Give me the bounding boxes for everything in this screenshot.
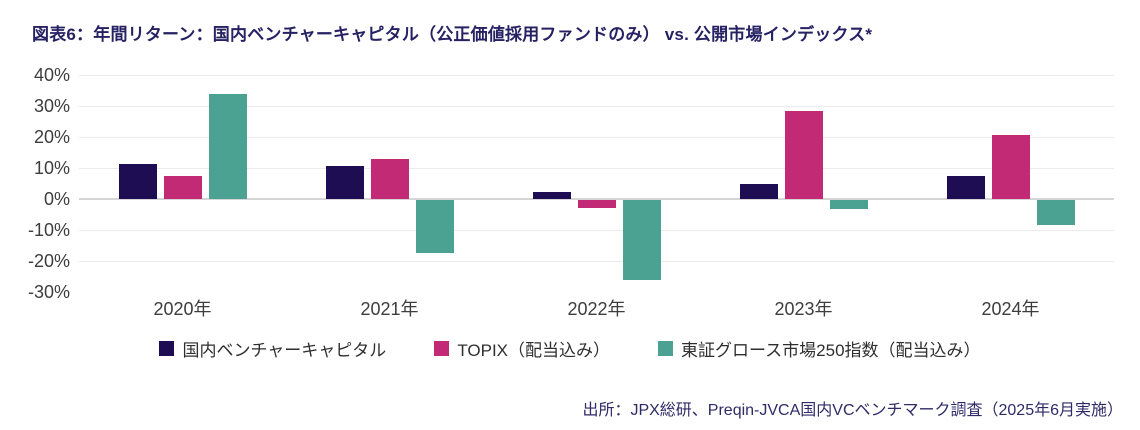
legend-label: 東証グロース市場250指数（配当込み） [681,340,981,360]
legend-swatch-icon [658,340,674,356]
bar-2020年-series-1 [163,176,202,199]
x-axis-label: 2023年 [774,299,833,319]
chart-title: 図表6：年間リターン：国内ベンチャーキャピタル（公正価値採用ファンドのみ） vs… [32,25,873,44]
bar-2021年-series-0 [325,166,364,199]
y-axis-tick-label: 40% [33,65,70,85]
y-axis-tick-label: -10% [27,220,70,240]
zero-gridline [79,198,1114,200]
bar-2021年-series-2 [415,200,454,253]
bar-2024年-series-0 [946,176,985,199]
legend-item-2: 東証グロース市場250指数（配当込み） [658,336,981,361]
legend-label: TOPIX（配当込み） [457,340,611,360]
bar-2023年-series-1 [784,110,823,199]
legend-label: 国内ベンチャーキャピタル [182,340,387,360]
y-axis-tick-label: 0% [43,189,70,209]
chart-legend: 国内ベンチャーキャピタル TOPIX（配当込み） 東証グロース市場250指数（配当込… [0,336,1140,361]
plot-area [79,75,1114,292]
bar-2022年-series-1 [577,200,616,209]
x-axis-label: 2024年 [981,299,1040,319]
bar-2022年-series-0 [532,192,571,199]
x-axis-label: 2020年 [153,299,212,319]
bar-2020年-series-0 [118,163,157,199]
bar-2020年-series-2 [208,93,247,199]
x-axis-label: 2021年 [360,299,419,319]
gridline [79,230,1114,231]
legend-item-0: 国内ベンチャーキャピタル [159,336,386,361]
legend-item-1: TOPIX（配当込み） [434,336,610,361]
legend-swatch-icon [159,340,175,356]
gridline [79,137,1114,138]
bar-2023年-series-2 [829,200,868,210]
gridline [79,168,1114,169]
y-axis-tick-label: 20% [33,127,70,147]
y-axis-tick-label: 10% [33,158,70,178]
y-axis-tick-label: -20% [27,251,70,271]
source-note: 出所：JPX総研、Preqin-JVCA国内VCベンチマーク調査（2025年6月… [582,402,1123,419]
bar-2024年-series-2 [1036,200,1075,225]
bar-2022年-series-2 [622,200,661,280]
legend-swatch-icon [434,340,450,356]
bar-2023年-series-0 [739,183,778,199]
y-axis-tick-label: -30% [27,282,70,302]
gridline [79,106,1114,107]
y-axis-tick-label: 30% [33,96,70,116]
gridline [79,75,1114,76]
bar-2024年-series-1 [991,135,1030,199]
bar-2021年-series-1 [370,159,409,199]
gridline [79,261,1114,262]
x-axis-label: 2022年 [567,299,626,319]
